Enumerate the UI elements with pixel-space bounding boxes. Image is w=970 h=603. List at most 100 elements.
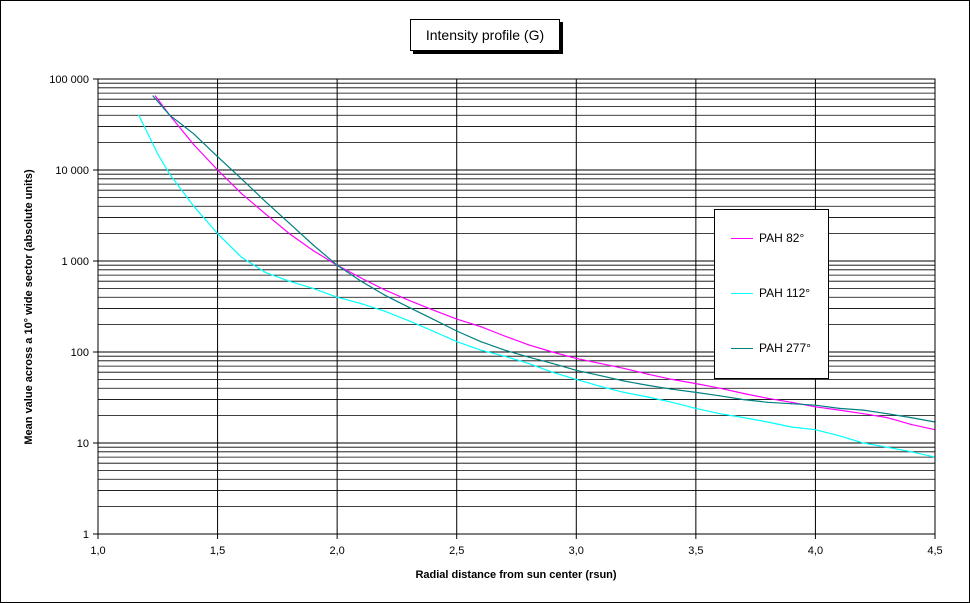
data-point [575, 369, 577, 371]
x-tick-label: 1,5 [210, 545, 225, 557]
data-point [503, 349, 506, 351]
data-point [790, 403, 793, 405]
data-point [240, 193, 243, 195]
data-point [575, 357, 577, 360]
data-point [384, 310, 386, 312]
data-point [480, 349, 482, 351]
data-point [154, 95, 156, 97]
data-point [719, 395, 721, 397]
data-point [551, 371, 553, 373]
data-point [814, 429, 817, 431]
data-point [288, 280, 290, 282]
data-point [169, 114, 171, 116]
data-point [790, 401, 793, 403]
x-tick-label: 2,0 [329, 545, 344, 557]
data-point [695, 407, 697, 410]
data-point [671, 378, 673, 380]
data-point [360, 277, 362, 279]
data-point [264, 200, 266, 203]
data-point [384, 289, 386, 291]
data-point [240, 256, 243, 258]
data-point [695, 391, 697, 393]
data-point [862, 442, 864, 444]
legend-item-pah-112: PAH 112° [731, 283, 810, 303]
chart-title: Intensity profile (G) [410, 19, 560, 51]
data-point [647, 384, 649, 386]
data-point [575, 378, 577, 380]
data-point [623, 367, 625, 370]
data-point [671, 401, 673, 403]
data-point [312, 244, 314, 246]
y-tick-label: 1 000 [61, 256, 89, 268]
data-point [152, 95, 154, 97]
data-point [480, 326, 482, 328]
data-point [551, 362, 553, 364]
data-point [456, 318, 458, 320]
y-tick-label: 100 [71, 347, 89, 359]
data-point [384, 294, 386, 296]
data-point [503, 335, 506, 337]
data-point [264, 271, 266, 273]
data-point [193, 205, 195, 207]
data-point [886, 413, 888, 415]
data-point [503, 355, 506, 357]
data-point [138, 114, 140, 116]
legend-label-pah-277: PAH 277° [759, 341, 811, 355]
data-point [312, 250, 314, 252]
data-point [790, 426, 793, 428]
data-point [838, 407, 840, 410]
x-tick-label: 4,0 [808, 545, 823, 557]
y-tick-label: 100 000 [49, 74, 89, 86]
data-point [527, 362, 530, 364]
data-point [838, 435, 840, 437]
data-point [647, 373, 649, 375]
y-tick-label: 10 000 [55, 165, 89, 177]
data-point [599, 362, 601, 364]
legend: PAH 82° PAH 112° PAH 277° [714, 209, 829, 379]
legend-label-pah-112: PAH 112° [759, 286, 811, 300]
data-point [157, 153, 159, 155]
data-point [527, 344, 530, 346]
y-tick-label: 1 [83, 529, 89, 541]
data-point [743, 392, 745, 395]
data-point [432, 309, 434, 311]
data-point [288, 222, 290, 224]
data-point [456, 330, 458, 332]
data-point [719, 413, 721, 415]
data-point [551, 351, 553, 353]
data-point [599, 385, 601, 387]
data-point [336, 264, 338, 266]
data-point [408, 306, 410, 308]
data-point [886, 417, 888, 419]
data-point [671, 388, 673, 390]
legend-swatch-pah-82 [731, 237, 753, 239]
x-tick-label: 4,5 [927, 545, 942, 557]
legend-swatch-pah-277 [731, 347, 753, 349]
data-point [910, 423, 912, 426]
data-point [910, 451, 912, 453]
data-point [216, 233, 219, 235]
data-point [360, 303, 362, 305]
legend-item-pah-277: PAH 277° [731, 338, 811, 358]
data-point [862, 413, 864, 415]
data-point [216, 169, 219, 171]
data-point [814, 404, 817, 406]
data-point [456, 341, 458, 343]
data-point [767, 397, 769, 399]
plot-border [97, 78, 936, 535]
data-point [216, 156, 219, 158]
data-point [838, 409, 840, 411]
data-point [193, 133, 195, 135]
data-point [743, 398, 745, 401]
legend-item-pah-82: PAH 82° [731, 228, 804, 248]
data-point [719, 387, 721, 389]
x-tick-label: 2,5 [449, 545, 464, 557]
data-point [599, 375, 601, 377]
data-point [743, 417, 745, 419]
x-tick-label: 3,5 [688, 545, 703, 557]
data-point [647, 396, 649, 398]
data-point [432, 330, 434, 332]
data-point [408, 299, 410, 301]
data-point [886, 446, 888, 448]
